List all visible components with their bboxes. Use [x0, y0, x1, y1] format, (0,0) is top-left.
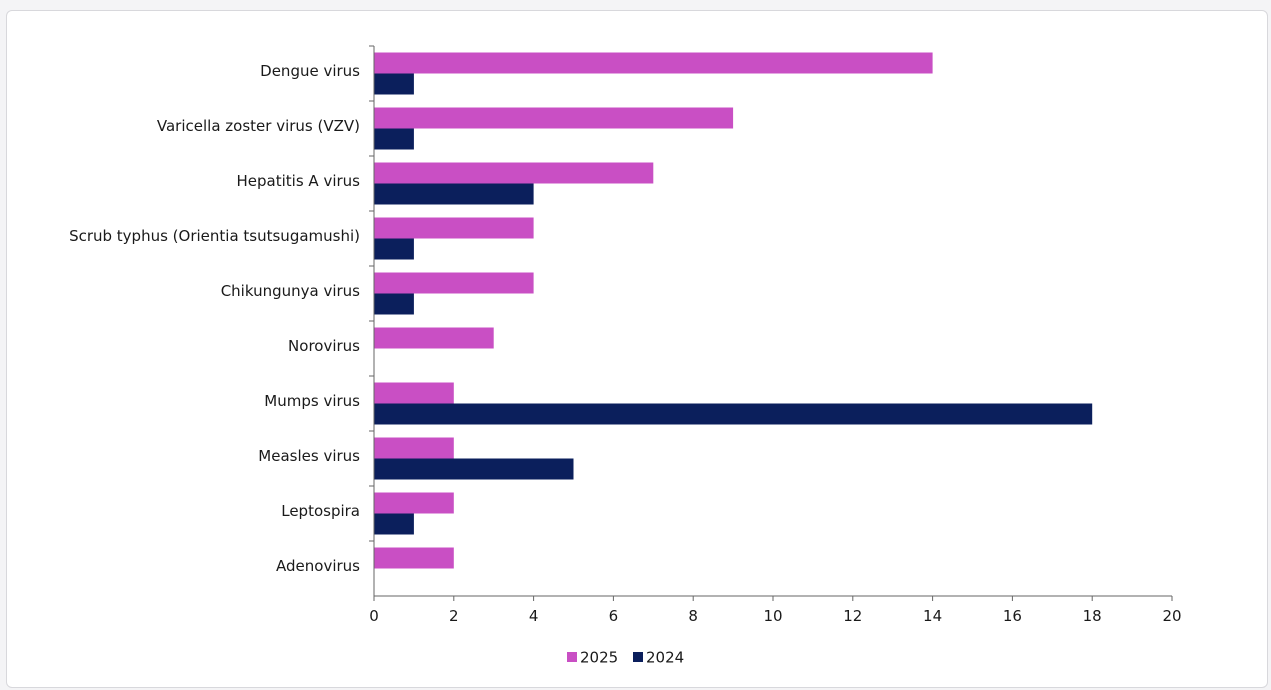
bar-2025-9: [374, 547, 454, 569]
bar-2025-2: [374, 162, 654, 184]
category-labels: Dengue virus Varicella zoster virus (VZV)…: [69, 62, 360, 575]
x-tick-label: 10: [763, 607, 782, 625]
bar-2025-8: [374, 492, 454, 514]
x-tick-label: 0: [369, 607, 379, 625]
bar-2024-8: [374, 513, 414, 535]
x-tick-label: 4: [529, 607, 539, 625]
bar-2024-7: [374, 458, 574, 480]
category-label: Leptospira: [281, 502, 360, 520]
category-label: Scrub typhus (Orientia tsutsugamushi): [69, 227, 360, 245]
legend-label-2024: 2024: [646, 649, 684, 667]
legend-swatch-2024: [633, 652, 643, 662]
x-tick-label: 20: [1162, 607, 1181, 625]
bar-2025-0: [374, 52, 933, 74]
category-label: Dengue virus: [260, 62, 360, 80]
category-label: Hepatitis A virus: [237, 172, 361, 190]
category-label: Varicella zoster virus (VZV): [157, 117, 360, 135]
x-axis-ticks: 0 2 4 6 8 10 12 14 16 18 20: [369, 596, 1182, 625]
category-label: Chikungunya virus: [221, 282, 360, 300]
bar-2025-3: [374, 217, 534, 239]
bar-2024-4: [374, 293, 414, 315]
bar-2024-2: [374, 183, 534, 205]
bar-2025-6: [374, 382, 454, 404]
category-label: Adenovirus: [276, 557, 360, 575]
legend: 2025 2024: [567, 649, 684, 667]
x-tick-label: 16: [1003, 607, 1022, 625]
legend-swatch-2025: [567, 652, 577, 662]
legend-label-2025: 2025: [580, 649, 618, 667]
bars-layer: [374, 52, 1093, 569]
x-tick-label: 6: [609, 607, 619, 625]
category-label: Mumps virus: [264, 392, 360, 410]
bar-2024-6: [374, 403, 1093, 425]
x-tick-label: 12: [843, 607, 862, 625]
bar-2024-0: [374, 73, 414, 95]
category-label: Measles virus: [258, 447, 360, 465]
bar-2025-1: [374, 107, 734, 129]
category-label: Norovirus: [288, 337, 360, 355]
x-tick-label: 2: [449, 607, 459, 625]
bar-2025-4: [374, 272, 534, 294]
bar-2025-7: [374, 437, 454, 459]
bar-2024-3: [374, 238, 414, 260]
bar-2024-1: [374, 128, 414, 150]
x-tick-label: 18: [1083, 607, 1102, 625]
bar-2025-5: [374, 327, 494, 349]
x-tick-label: 14: [923, 607, 942, 625]
x-tick-label: 8: [688, 607, 698, 625]
